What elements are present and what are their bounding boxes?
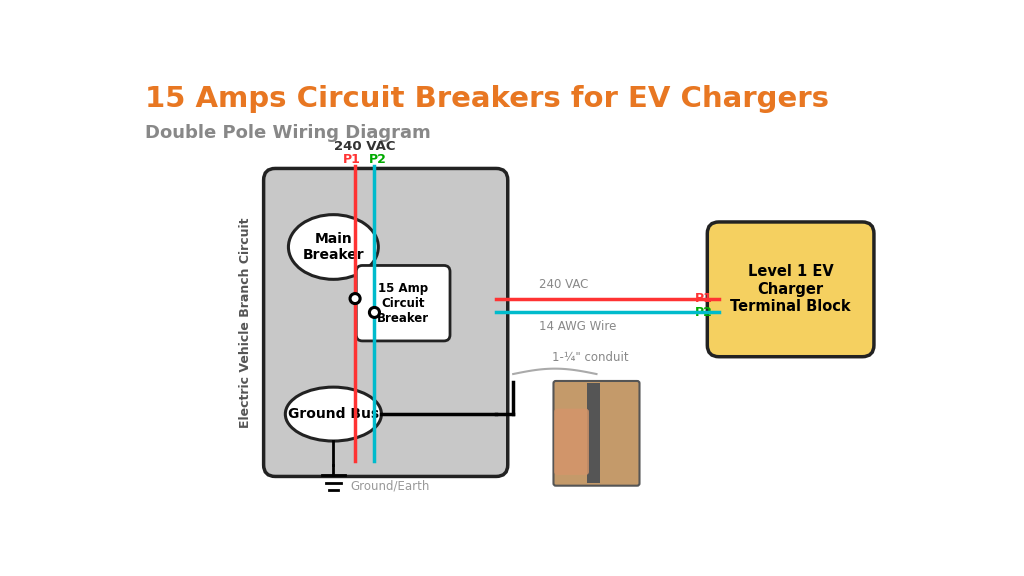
Text: Ground Bus: Ground Bus: [288, 407, 379, 421]
Circle shape: [370, 308, 380, 317]
FancyBboxPatch shape: [263, 168, 508, 476]
FancyBboxPatch shape: [356, 266, 450, 341]
Text: Ground/Earth: Ground/Earth: [350, 480, 430, 493]
Text: 1-¼" conduit: 1-¼" conduit: [552, 351, 629, 364]
Text: Main
Breaker: Main Breaker: [302, 232, 365, 262]
FancyBboxPatch shape: [708, 222, 873, 357]
FancyBboxPatch shape: [587, 383, 600, 483]
Text: Double Pole Wiring Diagram: Double Pole Wiring Diagram: [145, 124, 431, 142]
FancyBboxPatch shape: [554, 381, 640, 486]
Circle shape: [350, 294, 360, 304]
Text: 240 VAC: 240 VAC: [334, 140, 395, 153]
FancyBboxPatch shape: [554, 409, 589, 475]
Text: 15 Amp
Circuit
Breaker: 15 Amp Circuit Breaker: [377, 282, 429, 325]
Text: Level 1 EV
Charger
Terminal Block: Level 1 EV Charger Terminal Block: [730, 264, 851, 314]
Ellipse shape: [289, 215, 378, 279]
Text: P2: P2: [695, 306, 713, 319]
Text: Electric Vehicle Branch Circuit: Electric Vehicle Branch Circuit: [240, 217, 252, 428]
Text: 15 Amps Circuit Breakers for EV Chargers: 15 Amps Circuit Breakers for EV Chargers: [145, 85, 829, 113]
Text: P1: P1: [343, 153, 360, 166]
Text: 240 VAC: 240 VAC: [539, 278, 588, 291]
Ellipse shape: [286, 387, 381, 441]
Text: P2: P2: [369, 153, 386, 166]
Text: 14 AWG Wire: 14 AWG Wire: [539, 320, 616, 333]
Text: P1: P1: [695, 292, 713, 305]
